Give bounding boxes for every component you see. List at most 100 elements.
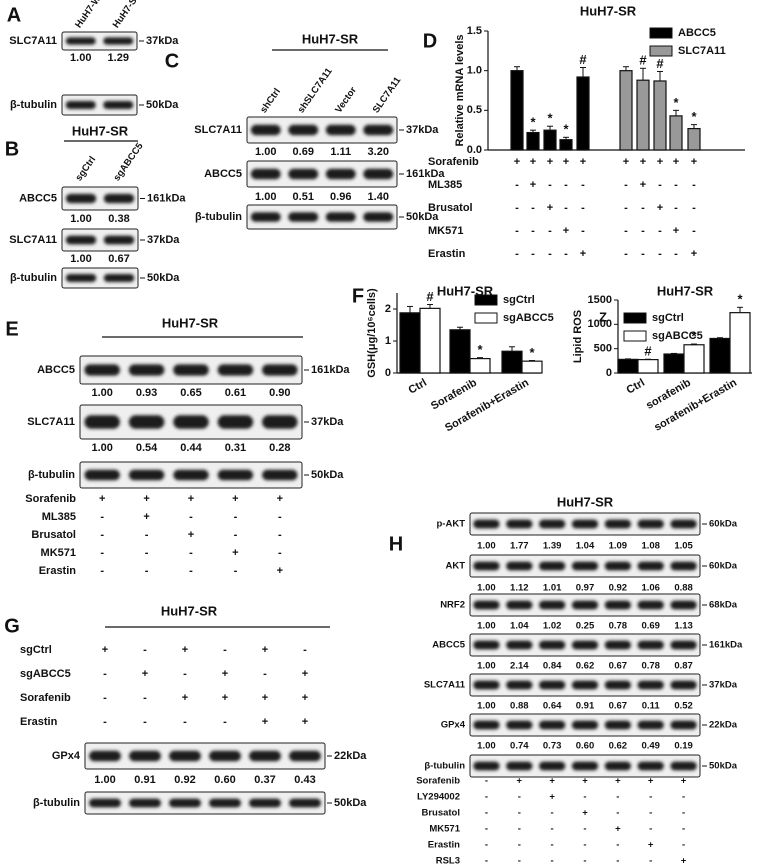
- band: [325, 124, 356, 136]
- bar: [636, 79, 650, 151]
- band: [262, 469, 298, 481]
- quant-value: 1.02: [543, 621, 562, 632]
- treatment-sign: -: [234, 565, 238, 577]
- significance: *: [563, 122, 569, 137]
- treatment-label: Brusatol: [31, 529, 76, 541]
- kda-label: 22kDa: [334, 750, 367, 762]
- row-label: β-tubulin: [10, 272, 57, 284]
- row-label: SLC7A11: [194, 124, 242, 136]
- y-tick-label: 1000: [588, 318, 612, 330]
- treatment-sign: -: [143, 644, 147, 656]
- quant-value: 0.93: [136, 387, 157, 399]
- bar: [576, 76, 590, 151]
- kda-label: 37kDa: [147, 234, 180, 246]
- treatment-label: Erastin: [39, 565, 77, 577]
- treatment-sign: +: [188, 493, 194, 505]
- band: [539, 720, 566, 730]
- band: [506, 519, 533, 529]
- treatment-sign: -: [100, 565, 104, 577]
- blot-frame: [246, 160, 398, 188]
- treatment-sign: -: [183, 716, 187, 728]
- band: [604, 600, 631, 610]
- row-label: SLC7A11: [424, 680, 466, 691]
- quant-value: 0.54: [136, 442, 158, 454]
- quant-value: 1.13: [674, 621, 693, 632]
- quant-value: 0.51: [293, 191, 314, 203]
- bar: [543, 129, 557, 151]
- quant-value: 0.84: [543, 661, 562, 672]
- treatment-sign: -: [548, 179, 552, 191]
- treatment-sign: -: [183, 668, 187, 680]
- treatment-sign: -: [649, 792, 652, 803]
- treatment-label: ML385: [42, 511, 76, 523]
- kda-label: 50kDa: [334, 797, 367, 809]
- band: [473, 561, 500, 571]
- treatment-sign: -: [278, 547, 282, 559]
- band: [129, 750, 161, 762]
- lane-label: sgCtrl: [74, 154, 99, 183]
- panel-letter: D: [423, 30, 437, 52]
- blot-frame: [61, 267, 139, 289]
- quant-value: 1.00: [70, 253, 91, 265]
- quant-value: 3.20: [368, 146, 389, 158]
- quant-value: 1.00: [477, 541, 496, 552]
- quant-value: 0.28: [269, 442, 290, 454]
- band: [249, 798, 281, 808]
- kda-label: 37kDa: [146, 35, 179, 47]
- quant-value: 0.43: [294, 774, 315, 786]
- row-label: ABCC5: [204, 168, 242, 180]
- treatment-sign: -: [581, 225, 585, 237]
- treatment-label: ML385: [428, 179, 462, 191]
- treatment-sign: -: [674, 202, 678, 214]
- row-label: β-tubulin: [195, 211, 242, 223]
- treatment-sign: -: [145, 547, 149, 559]
- quant-value: 0.37: [254, 774, 275, 786]
- panel-letter: A: [7, 4, 21, 26]
- band: [637, 720, 664, 730]
- band: [103, 101, 134, 109]
- blot-frame: [246, 116, 398, 144]
- band: [604, 720, 631, 730]
- quant-value: 0.49: [641, 741, 660, 752]
- treatment-sign: +: [232, 547, 238, 559]
- quant-value: 0.60: [214, 774, 235, 786]
- bar: [619, 70, 633, 151]
- quant-value: 0.67: [609, 701, 628, 712]
- band: [262, 364, 298, 376]
- treatment-label: RSL3: [436, 856, 460, 864]
- treatment-sign: -: [682, 808, 685, 819]
- treatment-sign: -: [100, 529, 104, 541]
- treatment-sign: +: [648, 840, 654, 851]
- x-tick-label: Ctrl: [625, 377, 647, 397]
- band: [506, 680, 533, 690]
- treatment-sign: -: [518, 792, 521, 803]
- bar: [617, 358, 639, 374]
- treatment-label: MK571: [41, 547, 76, 559]
- panel-letter: B: [5, 138, 19, 160]
- band: [637, 600, 664, 610]
- bar: [559, 139, 573, 151]
- band: [363, 212, 394, 222]
- significance: *: [530, 115, 536, 130]
- band: [325, 212, 356, 222]
- band: [670, 640, 697, 650]
- band: [89, 798, 121, 808]
- significance: *: [691, 328, 697, 343]
- treatment-sign: -: [658, 248, 662, 260]
- quant-value: 1.09: [609, 541, 628, 552]
- treatment-sign: +: [277, 493, 283, 505]
- treatment-sign: -: [518, 856, 521, 864]
- band: [637, 680, 664, 690]
- treatment-sign: -: [531, 202, 535, 214]
- treatment-sign: +: [99, 493, 105, 505]
- treatment-sign: -: [518, 824, 521, 835]
- treatment-sign: +: [262, 716, 268, 728]
- chart-title: HuH7-SR: [657, 283, 714, 298]
- quant-value: 1.05: [674, 541, 693, 552]
- treatment-sign: -: [674, 248, 678, 260]
- band: [84, 364, 120, 376]
- band: [539, 640, 566, 650]
- bar: [501, 350, 523, 374]
- lane-label: HuH7-WT: [73, 0, 107, 30]
- quant-value: 0.97: [576, 583, 595, 594]
